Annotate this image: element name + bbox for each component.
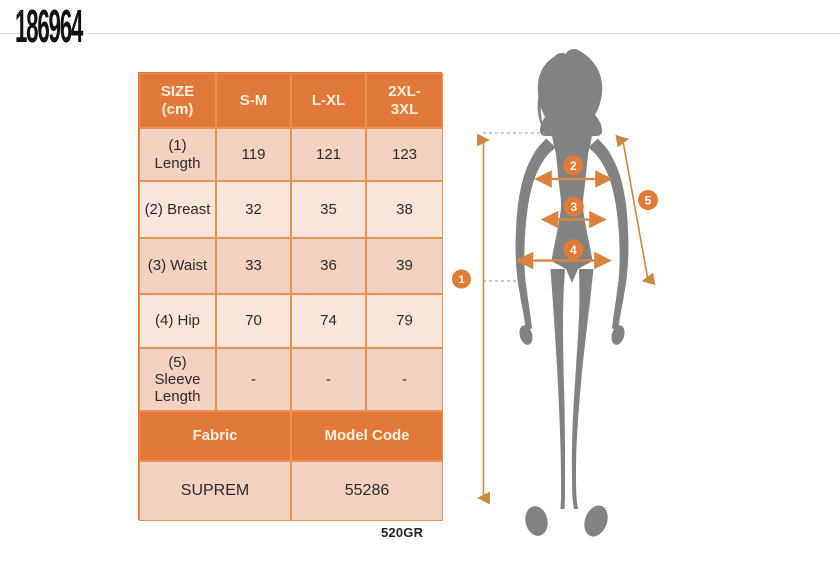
- svg-text:1: 1: [458, 274, 464, 286]
